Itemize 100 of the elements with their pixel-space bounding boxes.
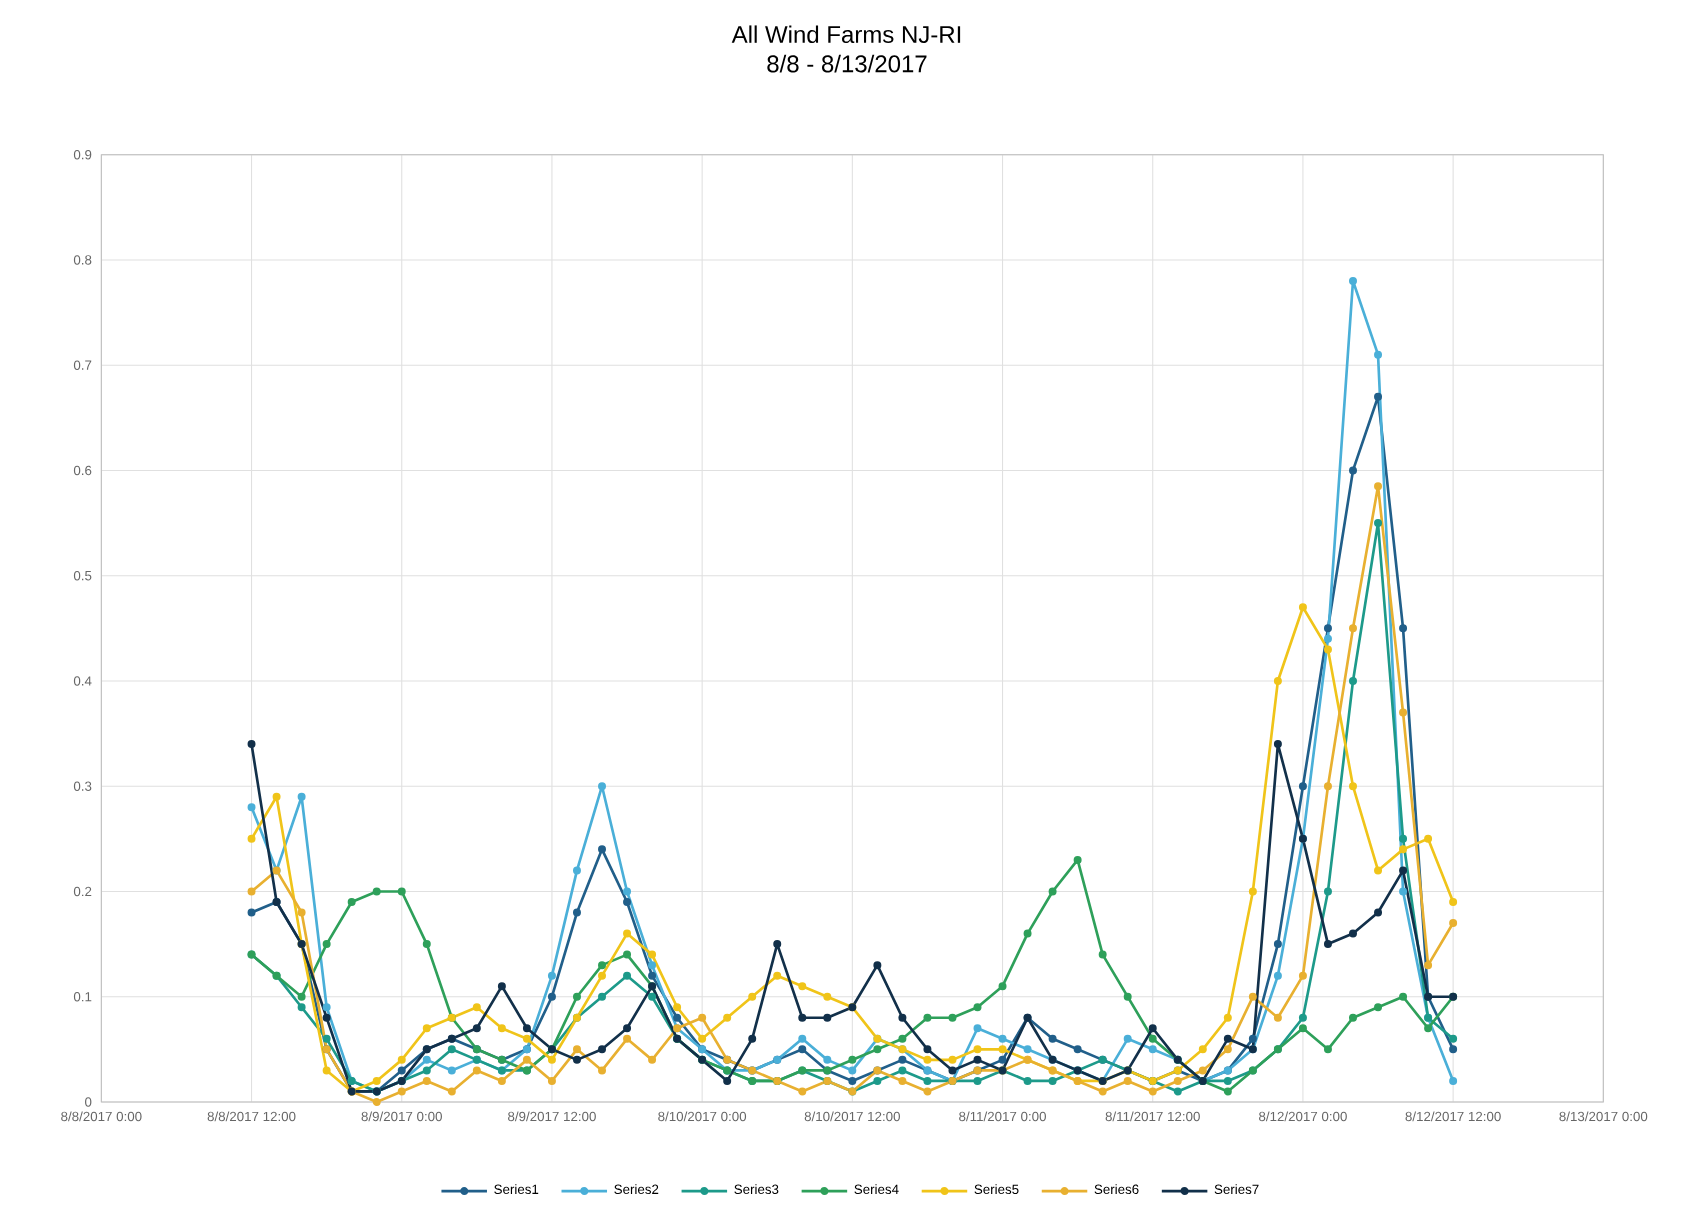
point bbox=[347, 897, 356, 906]
point bbox=[247, 740, 256, 749]
point bbox=[1273, 940, 1282, 949]
point bbox=[873, 1076, 882, 1085]
point bbox=[1374, 908, 1383, 917]
point bbox=[598, 961, 607, 970]
point bbox=[1449, 1045, 1458, 1054]
point bbox=[898, 1066, 907, 1075]
point bbox=[973, 1076, 982, 1085]
point bbox=[973, 1045, 982, 1054]
point bbox=[372, 1076, 381, 1085]
point bbox=[297, 908, 306, 917]
point bbox=[1323, 782, 1332, 791]
point bbox=[1223, 1013, 1232, 1022]
point bbox=[1073, 855, 1082, 864]
point bbox=[247, 887, 256, 896]
point bbox=[598, 1045, 607, 1054]
point bbox=[598, 782, 607, 791]
point bbox=[497, 1024, 506, 1033]
point bbox=[1348, 624, 1357, 633]
point bbox=[397, 1066, 406, 1075]
point bbox=[798, 1013, 807, 1022]
point bbox=[1399, 887, 1408, 896]
point bbox=[598, 1066, 607, 1075]
point bbox=[648, 992, 657, 1001]
point bbox=[1273, 740, 1282, 749]
point bbox=[1248, 887, 1257, 896]
point bbox=[1023, 1045, 1032, 1054]
point bbox=[1348, 676, 1357, 685]
point bbox=[848, 1055, 857, 1064]
point bbox=[1348, 929, 1357, 938]
point bbox=[1298, 603, 1307, 612]
point bbox=[1223, 1045, 1232, 1054]
point bbox=[1374, 1003, 1383, 1012]
point bbox=[973, 1003, 982, 1012]
point bbox=[572, 1045, 581, 1054]
point bbox=[1348, 1013, 1357, 1022]
point bbox=[1148, 1034, 1157, 1043]
point bbox=[1273, 1013, 1282, 1022]
point bbox=[898, 1076, 907, 1085]
point bbox=[723, 1013, 732, 1022]
point bbox=[1173, 1087, 1182, 1096]
point bbox=[1399, 845, 1408, 854]
point bbox=[1148, 1024, 1157, 1033]
point bbox=[1048, 887, 1057, 896]
point bbox=[1123, 1076, 1132, 1085]
point bbox=[247, 908, 256, 917]
point bbox=[372, 1097, 381, 1106]
point bbox=[1123, 1034, 1132, 1043]
point bbox=[898, 1034, 907, 1043]
point bbox=[623, 887, 632, 896]
point bbox=[1449, 897, 1458, 906]
point bbox=[297, 1003, 306, 1012]
point bbox=[572, 1055, 581, 1064]
point bbox=[1323, 940, 1332, 949]
point bbox=[1148, 1087, 1157, 1096]
point bbox=[1298, 782, 1307, 791]
point bbox=[322, 940, 331, 949]
point bbox=[1374, 519, 1383, 528]
point bbox=[1449, 1076, 1458, 1085]
point bbox=[1298, 1013, 1307, 1022]
point bbox=[1348, 782, 1357, 791]
point bbox=[998, 982, 1007, 991]
point bbox=[1424, 834, 1433, 843]
point bbox=[1023, 1076, 1032, 1085]
point bbox=[297, 992, 306, 1001]
point bbox=[623, 929, 632, 938]
point bbox=[598, 845, 607, 854]
point bbox=[1323, 887, 1332, 896]
point bbox=[422, 1024, 431, 1033]
point bbox=[1248, 1034, 1257, 1043]
point bbox=[698, 1034, 707, 1043]
point bbox=[948, 1013, 957, 1022]
point bbox=[422, 940, 431, 949]
point bbox=[673, 1003, 682, 1012]
point bbox=[873, 1045, 882, 1054]
point bbox=[1148, 1045, 1157, 1054]
point bbox=[648, 971, 657, 980]
point bbox=[322, 1066, 331, 1075]
point bbox=[623, 1024, 632, 1033]
point bbox=[547, 1076, 556, 1085]
point bbox=[1023, 929, 1032, 938]
point bbox=[1348, 276, 1357, 285]
point bbox=[648, 961, 657, 970]
point bbox=[1123, 992, 1132, 1001]
point bbox=[598, 992, 607, 1001]
point bbox=[522, 1024, 531, 1033]
point bbox=[1098, 950, 1107, 959]
point bbox=[1399, 624, 1408, 633]
point bbox=[698, 1013, 707, 1022]
point bbox=[798, 1087, 807, 1096]
point bbox=[1348, 466, 1357, 475]
point bbox=[623, 971, 632, 980]
point bbox=[1399, 866, 1408, 875]
point bbox=[923, 1076, 932, 1085]
point bbox=[1273, 676, 1282, 685]
point bbox=[748, 1034, 757, 1043]
point bbox=[472, 1024, 481, 1033]
point bbox=[1399, 834, 1408, 843]
point bbox=[1323, 645, 1332, 654]
